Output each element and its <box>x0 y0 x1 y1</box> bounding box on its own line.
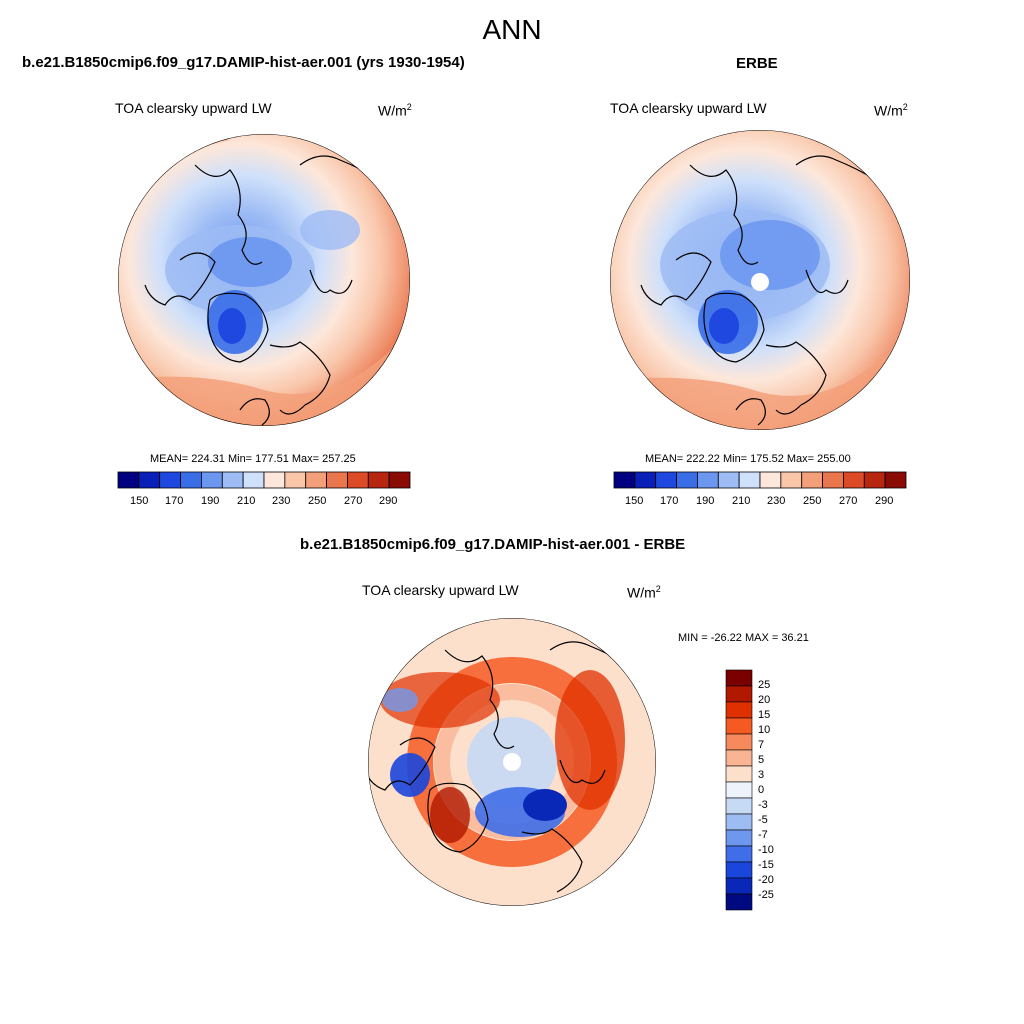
model-cb-tick: 170 <box>165 495 184 507</box>
diff-colorbar-swatch <box>725 733 753 751</box>
obs-cb-tick: 150 <box>625 495 644 507</box>
model-cb-tick: 150 <box>130 495 149 507</box>
diff-colorbar <box>725 669 753 911</box>
obs-polar-map <box>610 130 910 430</box>
obs-colorbar-swatch <box>884 471 907 489</box>
diff-cb-tick: 20 <box>758 694 771 706</box>
diff-colorbar-swatch <box>725 701 753 719</box>
model-colorbar-swatch <box>159 471 181 489</box>
figure-title: ANN <box>482 14 542 45</box>
obs-cb-tick: 230 <box>767 495 786 507</box>
diff-colorbar-swatch <box>725 781 753 799</box>
obs-colorbar-swatch <box>697 471 719 489</box>
diff-cb-tick: 25 <box>758 679 771 691</box>
obs-colorbar-swatch <box>738 471 761 489</box>
obs-variable-label: TOA clearsky upward LW <box>610 100 767 116</box>
obs-colorbar-swatch <box>759 471 782 489</box>
diff-stats: MIN = -26.22 MAX = 36.21 <box>678 632 809 644</box>
obs-cb-tick: 170 <box>660 495 679 507</box>
obs-cb-tick: 190 <box>696 495 715 507</box>
model-colorbar-swatch <box>117 471 140 489</box>
model-colorbar-swatch <box>201 471 223 489</box>
diff-colorbar-swatch <box>725 717 753 735</box>
model-colorbar-swatch <box>305 471 327 489</box>
obs-colorbar-swatch <box>863 471 886 489</box>
model-colorbar-swatch <box>388 471 411 489</box>
model-coastlines <box>144 155 381 426</box>
obs-cb-tick: 290 <box>875 495 894 507</box>
model-colorbar-swatch <box>347 471 369 489</box>
diff-colorbar-swatch <box>725 861 753 879</box>
model-colorbar-swatch <box>367 471 390 489</box>
obs-coastlines <box>640 155 877 426</box>
obs-colorbar-swatch <box>780 471 803 489</box>
diff-cb-tick: -3 <box>758 799 768 811</box>
obs-cb-tick: 250 <box>803 495 822 507</box>
model-cb-tick: 270 <box>344 495 363 507</box>
diff-cb-tick: -10 <box>758 844 774 856</box>
diff-variable-label: TOA clearsky upward LW <box>362 582 519 598</box>
diff-cb-tick: 15 <box>758 709 771 721</box>
model-colorbar-swatch <box>138 471 161 489</box>
diff-colorbar-swatch <box>725 797 753 815</box>
obs-colorbar-swatch <box>717 471 740 489</box>
diff-missing-pole <box>503 753 521 771</box>
obs-colorbar-swatch <box>843 471 865 489</box>
diff-polar-map <box>368 618 656 906</box>
model-variable-label: TOA clearsky upward LW <box>115 100 272 116</box>
obs-colorbar-swatch <box>655 471 677 489</box>
model-polar-map <box>118 134 410 426</box>
model-cb-tick: 230 <box>272 495 291 507</box>
diff-cb-tick: -25 <box>758 889 774 901</box>
diff-colorbar-swatch <box>725 877 753 895</box>
obs-colorbar-swatch <box>613 471 636 489</box>
model-colorbar-swatch <box>221 471 244 489</box>
obs-missing-pole <box>751 273 769 291</box>
diff-cb-tick: 5 <box>758 754 765 766</box>
obs-cb-tick: 210 <box>732 495 751 507</box>
diff-colorbar-swatch <box>725 749 753 767</box>
diff-colorbar-swatch <box>725 829 753 847</box>
obs-colorbar-swatch <box>676 471 698 489</box>
diff-case-title: b.e21.B1850cmip6.f09_g17.DAMIP-hist-aer.… <box>300 536 686 553</box>
diff-colorbar-swatch <box>725 669 753 687</box>
model-stats: MEAN= 224.31 Min= 177.51 Max= 257.25 <box>150 453 356 465</box>
diff-cb-tick: -7 <box>758 829 768 841</box>
model-colorbar-swatch <box>180 471 202 489</box>
model-cb-tick: 250 <box>308 495 327 507</box>
model-case-title: b.e21.B1850cmip6.f09_g17.DAMIP-hist-aer.… <box>22 54 465 71</box>
diff-cb-tick: 0 <box>758 784 765 796</box>
diff-colorbar-swatch <box>725 893 753 911</box>
diff-colorbar-swatch <box>725 765 753 783</box>
diff-cb-tick: 7 <box>758 739 765 751</box>
diff-cb-tick: 10 <box>758 724 771 736</box>
diff-colorbar-swatch <box>725 845 753 863</box>
diff-colorbar-swatch <box>725 813 753 831</box>
obs-colorbar-swatch <box>801 471 823 489</box>
model-colorbar-swatch <box>284 471 307 489</box>
model-cb-tick: 210 <box>237 495 256 507</box>
diff-cb-tick: 3 <box>758 769 765 781</box>
obs-colorbar <box>613 471 907 489</box>
diff-cb-tick: -15 <box>758 859 774 871</box>
obs-units: W/m2 <box>874 102 908 119</box>
model-cb-tick: 290 <box>379 495 398 507</box>
obs-stats: MEAN= 222.22 Min= 175.52 Max= 255.00 <box>645 453 851 465</box>
model-cb-tick: 190 <box>201 495 220 507</box>
diff-units: W/m2 <box>627 584 661 601</box>
diff-cb-tick: -20 <box>758 874 774 886</box>
obs-case-title: ERBE <box>736 55 778 72</box>
model-colorbar-swatch <box>326 471 348 489</box>
obs-cb-tick: 270 <box>839 495 858 507</box>
model-colorbar <box>117 471 411 489</box>
model-colorbar-swatch <box>242 471 265 489</box>
diff-colorbar-swatch <box>725 685 753 703</box>
model-units: W/m2 <box>378 102 412 119</box>
diff-cb-tick: -5 <box>758 814 768 826</box>
model-colorbar-swatch <box>263 471 286 489</box>
obs-colorbar-swatch <box>634 471 657 489</box>
obs-colorbar-swatch <box>822 471 844 489</box>
